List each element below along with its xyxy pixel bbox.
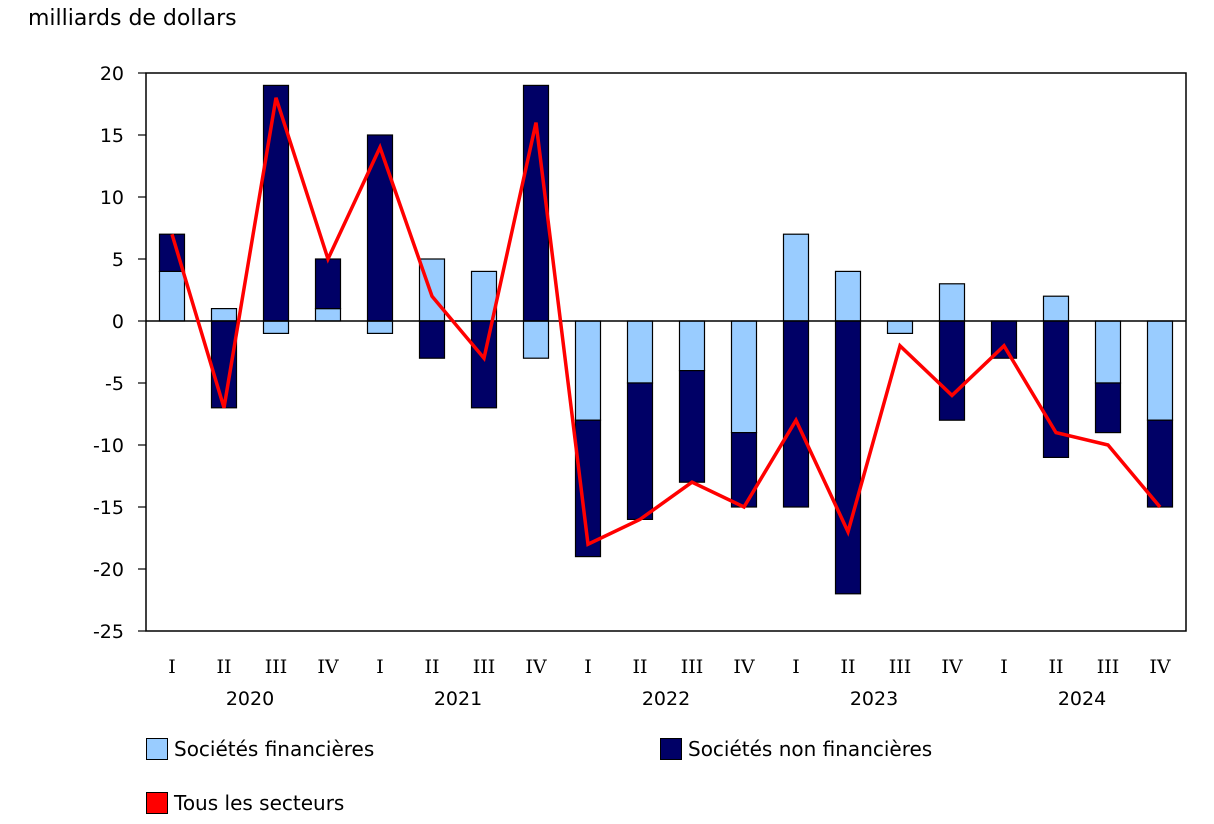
bar-financieres-11	[730, 320, 758, 434]
x-tick-label: IV	[941, 656, 963, 678]
bar-non-financieres-13	[834, 320, 862, 595]
legend-item-financieres: Sociétés financières	[146, 737, 374, 761]
y-tick-label: -25	[93, 621, 124, 643]
x-tick-label: IV	[733, 656, 755, 678]
legend-item-tous-secteurs: Tous les secteurs	[146, 791, 344, 815]
year-label: 2020	[226, 688, 274, 710]
bar-non-financieres-17	[1042, 320, 1070, 458]
bar-financieres-7	[522, 320, 550, 359]
x-tick-label: III	[265, 656, 288, 678]
legend-label-financieres: Sociétés financières	[174, 737, 375, 761]
bar-financieres-13	[834, 270, 862, 322]
bar-non-financieres-9	[626, 382, 654, 520]
bar-financieres-14	[886, 320, 914, 334]
x-tick-label: II	[632, 656, 647, 678]
legend-swatch-tous-secteurs	[146, 792, 168, 814]
bar-non-financieres-19	[1146, 419, 1174, 508]
bar-financieres-0	[158, 270, 186, 322]
x-tick-label: III	[473, 656, 496, 678]
bar-non-financieres-5	[418, 320, 446, 359]
bar-layer	[158, 84, 1174, 595]
bar-financieres-8	[574, 320, 602, 421]
bar-financieres-1	[210, 308, 238, 322]
bar-financieres-18	[1094, 320, 1122, 384]
x-tick-label: I	[376, 656, 384, 678]
y-tick-label: 0	[112, 311, 124, 333]
year-label: 2022	[642, 688, 690, 710]
x-tick-labels: I II III IV I II III IV I II III IV I II III IV I II III IV	[168, 656, 1171, 678]
x-tick-label: I	[168, 656, 176, 678]
line-layer	[170, 97, 1162, 547]
bar-financieres-15	[938, 283, 966, 322]
x-tick-label: II	[1048, 656, 1063, 678]
bar-financieres-9	[626, 320, 654, 384]
x-tick-label: III	[1097, 656, 1120, 678]
legend-swatch-financieres	[146, 738, 168, 760]
y-tick-label: 10	[100, 187, 124, 209]
bar-financieres-17	[1042, 295, 1070, 322]
year-label: 2023	[850, 688, 898, 710]
legend-item-non-financieres: Sociétés non financières	[660, 737, 932, 761]
x-tick-label: III	[889, 656, 912, 678]
y-tick-label: 15	[100, 125, 124, 147]
line-tous-les-secteurs	[170, 97, 1162, 547]
bar-financieres-10	[678, 320, 706, 372]
x-tick-label: I	[792, 656, 800, 678]
y-tick-labels: 20 15 10 5 0 -5 -10 -15 -20 -25	[93, 63, 146, 643]
year-label: 2021	[434, 688, 482, 710]
bar-non-financieres-6	[470, 320, 498, 409]
bar-non-financieres-11	[730, 432, 758, 508]
legend-label-tous-secteurs: Tous les secteurs	[174, 791, 345, 815]
year-label: 2024	[1058, 688, 1106, 710]
x-tick-label: IV	[317, 656, 339, 678]
y-axis-unit-label: milliards de dollars	[28, 6, 237, 31]
x-tick-label: I	[1000, 656, 1008, 678]
bar-non-financieres-15	[938, 320, 966, 421]
bar-non-financieres-3	[314, 258, 342, 310]
bar-financieres-3	[314, 308, 342, 322]
y-tick-label: -10	[93, 435, 124, 457]
bar-non-financieres-16	[990, 320, 1018, 359]
x-tick-label: IV	[1149, 656, 1171, 678]
bar-non-financieres-10	[678, 370, 706, 483]
legend-label-non-financieres: Sociétés non financières	[688, 737, 933, 761]
bar-financieres-12	[782, 233, 810, 322]
bar-non-financieres-18	[1094, 382, 1122, 434]
x-tick-label: III	[681, 656, 704, 678]
y-tick-label: -5	[105, 373, 124, 395]
y-tick-label: -20	[93, 559, 124, 581]
year-labels: 2020 2021 2022 2023 2024	[226, 688, 1106, 710]
plot-border	[145, 72, 1187, 632]
x-tick-label: II	[216, 656, 231, 678]
y-tick-label: 20	[100, 63, 124, 85]
y-tick-label: 5	[112, 249, 124, 271]
bar-financieres-2	[262, 320, 290, 334]
bar-financieres-4	[366, 320, 394, 334]
x-tick-label: II	[424, 656, 439, 678]
y-tick-label: -15	[93, 497, 124, 519]
x-tick-label: IV	[525, 656, 547, 678]
x-tick-label: II	[840, 656, 855, 678]
legend-swatch-non-financieres	[660, 738, 682, 760]
plot-frame	[145, 72, 1187, 632]
bar-financieres-19	[1146, 320, 1174, 421]
bar-non-financieres-12	[782, 320, 810, 508]
x-tick-label: I	[584, 656, 592, 678]
